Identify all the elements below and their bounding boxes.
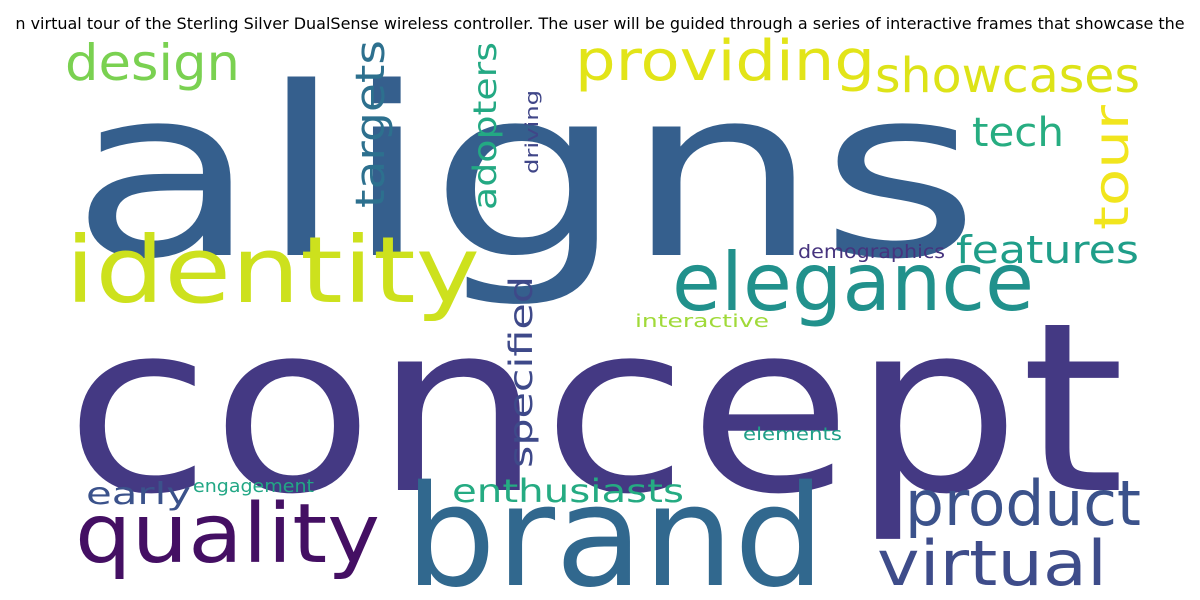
- word-features: features: [956, 228, 1139, 272]
- word-enthusiasts: enthusiasts: [452, 472, 684, 510]
- word-specified: specified: [502, 276, 540, 468]
- word-brand: brand: [405, 456, 825, 600]
- word-concept: concept: [65, 273, 1125, 546]
- figure-caption: n virtual tour of the Sterling Silver Du…: [15, 14, 1185, 33]
- word-quality: quality: [75, 487, 380, 582]
- word-adopters: adopters: [466, 42, 504, 210]
- word-design: design: [65, 34, 240, 92]
- word-tour: tour: [1084, 105, 1140, 230]
- word-early: early: [86, 477, 191, 512]
- word-virtual: virtual: [877, 527, 1107, 600]
- word-providing: providing: [575, 29, 875, 94]
- word-aligns: aligns: [70, 38, 980, 311]
- word-showcases: showcases: [875, 48, 1140, 104]
- word-product: product: [905, 467, 1141, 540]
- word-interactive: interactive: [635, 311, 769, 332]
- word-demographics: demographics: [798, 241, 945, 263]
- word-identity: identity: [65, 217, 480, 324]
- word-targets: targets: [348, 40, 394, 208]
- word-elements: elements: [743, 424, 842, 445]
- word-driving: driving: [522, 90, 543, 174]
- word-engagement: engagement: [193, 476, 314, 497]
- word-tech: tech: [972, 110, 1064, 156]
- word-elegance: elegance: [672, 236, 1034, 329]
